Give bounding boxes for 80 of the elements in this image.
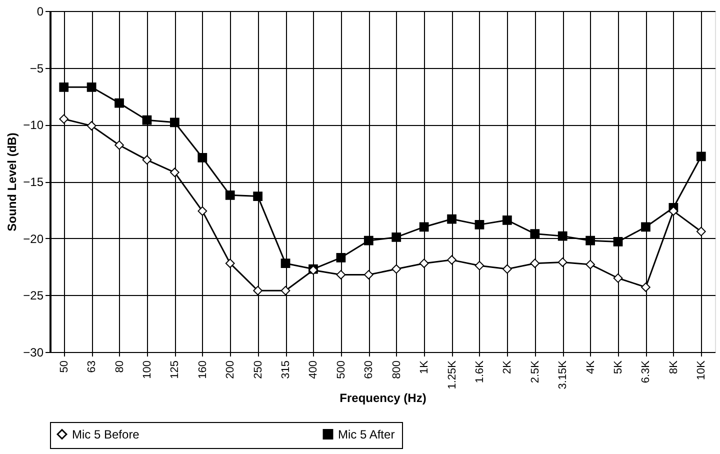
x-tick-label: 800: [390, 360, 403, 379]
point: [280, 258, 290, 268]
x-tick-label: 1K: [418, 360, 431, 374]
point: [170, 168, 180, 178]
y-tick-label: −30: [23, 346, 44, 360]
point: [419, 258, 429, 268]
point: [474, 260, 484, 270]
point: [253, 286, 262, 296]
y-tick-label: 0: [36, 4, 44, 18]
x-tick-label: 2K: [502, 360, 514, 374]
point: [142, 155, 152, 165]
point: [586, 260, 595, 270]
x-axis-title: Frequency (Hz): [340, 391, 426, 406]
x-tick-label: 80: [114, 360, 126, 373]
point: [530, 229, 540, 238]
y-tick-label: −5: [30, 61, 44, 76]
y-tick-label: −25: [23, 288, 44, 303]
x-tick-label: 4K: [584, 360, 597, 374]
y-axis-title: Sound Level (dB): [5, 132, 20, 232]
point: [696, 152, 706, 162]
x-tick-label: 100: [141, 360, 154, 379]
point: [613, 237, 623, 246]
x-tick-label: 6.3K: [640, 360, 652, 384]
point: [364, 270, 374, 280]
x-tick-label: 1.6K: [474, 360, 486, 384]
legend-label: Mic 5 Before: [72, 427, 140, 442]
point: [447, 214, 456, 224]
point: [419, 222, 429, 232]
x-tick-label: 160: [196, 360, 209, 379]
point: [474, 220, 484, 230]
point: [198, 206, 208, 216]
point: [253, 192, 262, 201]
y-tick-label: −15: [23, 175, 44, 189]
point: [225, 258, 235, 268]
point: [336, 270, 346, 280]
point: [641, 222, 650, 232]
point: [641, 282, 650, 292]
point: [59, 82, 69, 92]
point: [392, 232, 402, 242]
point: [86, 121, 96, 130]
y-tick-label: −20: [23, 232, 44, 246]
point: [170, 118, 180, 128]
x-tick-label: 3.15K: [557, 360, 570, 390]
x-tick-label: 10K: [696, 360, 708, 380]
x-tick-label: 63: [86, 360, 98, 373]
point: [586, 236, 595, 246]
point: [447, 255, 456, 265]
point: [86, 82, 96, 92]
y-tick-label: −10: [23, 118, 44, 132]
point: [530, 258, 540, 268]
point: [558, 231, 568, 241]
point: [502, 264, 512, 274]
point: [364, 236, 374, 246]
x-tick-label: 2.5K: [529, 360, 542, 384]
point: [114, 98, 124, 108]
point: [280, 286, 290, 296]
point: [558, 258, 568, 267]
point: [225, 190, 235, 200]
point: [502, 215, 512, 225]
x-tick-label: 250: [252, 360, 264, 379]
x-tick-label: 125: [169, 360, 182, 379]
point: [336, 252, 346, 262]
x-tick-label: 500: [335, 360, 348, 379]
x-tick-label: 315: [280, 360, 292, 379]
x-tick-label: 8K: [668, 360, 680, 374]
point: [613, 273, 623, 283]
point: [696, 226, 706, 236]
point: [392, 264, 402, 274]
point: [668, 206, 678, 216]
x-tick-label: 200: [224, 360, 237, 379]
point: [142, 115, 152, 125]
x-tick-label: 400: [308, 360, 320, 379]
legend-label: Mic 5 After: [338, 427, 395, 442]
x-tick-label: 630: [363, 360, 376, 379]
point: [59, 114, 69, 124]
point: [198, 152, 208, 162]
point: [114, 140, 124, 150]
x-tick-label: 1.25K: [446, 360, 458, 390]
x-tick-label: 5K: [612, 360, 625, 374]
x-tick-label: 50: [58, 360, 70, 373]
